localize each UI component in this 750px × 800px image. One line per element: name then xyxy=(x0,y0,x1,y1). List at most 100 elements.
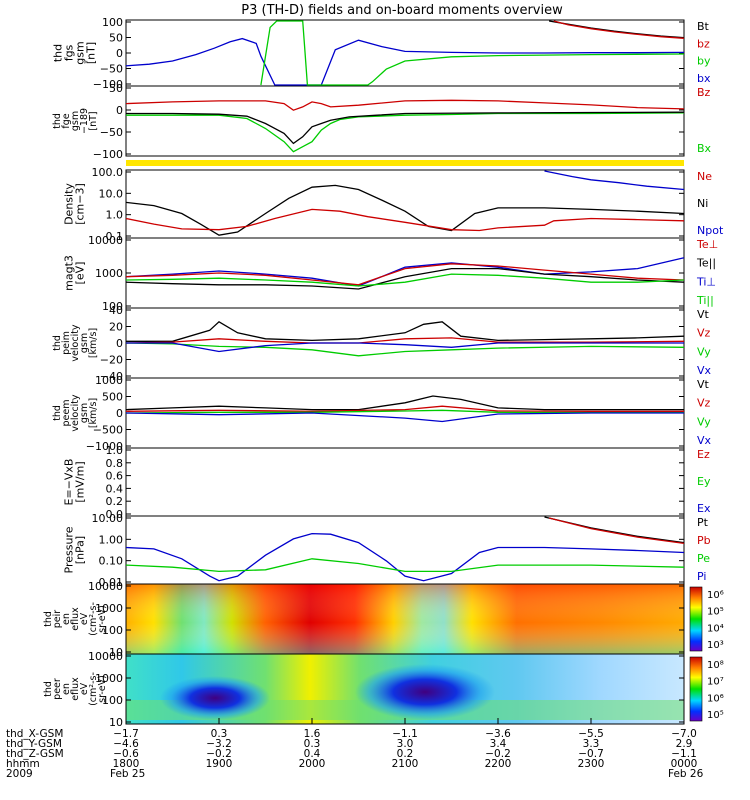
peem-ytick-label: 500 xyxy=(102,391,123,404)
xaxis-value-c0-r2: −0.6 xyxy=(113,748,139,760)
xaxis-value-c1-r0: 0.3 xyxy=(211,728,228,740)
peem-legend-2: Vy xyxy=(697,415,711,428)
peir-ylabel-line: peir xyxy=(52,610,63,629)
xaxis-value-c1-r3: 1900 xyxy=(206,758,233,770)
density-ytick-label: 0.1 xyxy=(106,230,124,243)
xaxis-value-c2-r0: 1.6 xyxy=(304,728,321,740)
xaxis-value-c2-r1: 0.3 xyxy=(304,738,321,750)
colorbar-peir xyxy=(689,586,703,652)
peim-ylabel-line: [km/s] xyxy=(88,328,99,358)
peim-ylabel-line: peim xyxy=(61,331,72,355)
fge-legend-0: Bz xyxy=(697,86,711,99)
efield-ytick-label: 0.0 xyxy=(106,508,124,521)
peem-ytick-label: −500 xyxy=(93,424,123,437)
peer-ytick-label: 100 xyxy=(102,694,123,707)
xaxis-value-c6-r0: −7.0 xyxy=(671,728,697,740)
peem-ylabel-line: peem xyxy=(61,400,72,427)
pressure-legend-3: Pi xyxy=(697,570,706,583)
peir-ylabel-line: (cm²-s- xyxy=(88,602,99,636)
xaxis-row-label-3: hhmm xyxy=(6,758,40,770)
fgs-ytick-label: −100 xyxy=(93,78,123,91)
quality-bar xyxy=(126,160,684,166)
pressure-series-3 xyxy=(548,517,685,545)
density-ytick-label: 1.0 xyxy=(106,209,124,222)
peer-spectrogram xyxy=(125,653,685,725)
peem-ylabel-line: gsm xyxy=(79,403,90,423)
peir-spectrogram-energy-shade xyxy=(126,584,684,654)
peem-ylabel-line: [km/s] xyxy=(88,398,99,428)
temperature-ylabel-line: [eV] xyxy=(74,262,87,285)
xaxis-row-label-0: thd_X-GSM xyxy=(6,728,63,740)
efield-ylabel-line: E=−VxB xyxy=(63,459,76,506)
fgs-legend-1: bz xyxy=(697,37,710,50)
xaxis-value-c3-r3: 2100 xyxy=(392,758,419,770)
peir-ylabel-line: eflux xyxy=(70,607,81,631)
fgs-series-0 xyxy=(125,37,685,86)
xaxis-value-c4-r3: 2200 xyxy=(485,758,512,770)
peim-series-0 xyxy=(126,320,685,342)
xaxis-row-label-2: thd_Z-GSM xyxy=(6,748,64,760)
xaxis-row-label-4: 2009 xyxy=(6,768,33,780)
efield-ytick-label: 0.2 xyxy=(106,495,124,508)
xaxis-value-c1-r2: −0.2 xyxy=(206,748,232,760)
pressure-ylabel-line: Pressure xyxy=(63,526,76,573)
xaxis-value-c6-r1: 2.9 xyxy=(676,738,693,750)
peer-ylabel-line: (cm²-s- xyxy=(88,672,99,706)
density-ylabel-line: Density xyxy=(63,183,76,225)
fgs-series-2 xyxy=(548,20,685,39)
density-ytick-label: 10.0 xyxy=(99,187,124,200)
pressure-ytick-label: 1.00 xyxy=(99,533,124,546)
peim-legend-0: Vt xyxy=(697,308,710,321)
efield-legend-2: Ex xyxy=(697,502,711,515)
peer-blob-2 xyxy=(355,664,495,720)
peem-series-1 xyxy=(125,405,684,412)
peir-spectrogram xyxy=(125,583,685,655)
peir-ylabel-line: eV xyxy=(79,612,90,625)
xaxis-value-c0-r1: −4.6 xyxy=(113,738,139,750)
fge-ytick-label: −50 xyxy=(100,126,123,139)
peer-ytick-label: 10 xyxy=(109,716,123,729)
density-legend-0: Ne xyxy=(697,170,712,183)
peim-legend-2: Vy xyxy=(697,345,711,358)
temperature-series-1 xyxy=(125,263,685,286)
pressure-ytick-label: 10.00 xyxy=(92,512,124,525)
xaxis-value-c4-r0: −3.6 xyxy=(485,728,511,740)
density-legend-2: Npot xyxy=(697,224,724,237)
fgs-series-3 xyxy=(553,20,685,39)
peim-series-3 xyxy=(126,342,684,353)
fge-ytick-label: 0 xyxy=(116,104,123,117)
peer-colorbar-tick: 10⁸ xyxy=(707,660,724,671)
fge-ylabel-line: gsm xyxy=(70,111,81,131)
peim-ytick-label: 20 xyxy=(109,321,123,334)
fge-ylabel-line: fge xyxy=(61,113,72,128)
peem-ytick-label: 1000 xyxy=(95,374,123,387)
temperature-series-0 xyxy=(125,257,685,287)
efield-ytick-label: 0.6 xyxy=(106,470,124,483)
peer-ylabel-line: sr-eV) xyxy=(97,675,108,703)
peem-ytick-label: −1000 xyxy=(86,440,123,453)
temperature-legend-0: Te⊥ xyxy=(696,238,718,251)
peer-ylabel-line: eV xyxy=(79,682,90,695)
peem-legend-3: Vx xyxy=(697,434,712,447)
peer-ylabel-line: peer xyxy=(52,678,63,700)
xaxis-value-c6-r3: 0000 xyxy=(671,758,698,770)
peer-ytick-label: 1000 xyxy=(95,672,123,685)
pressure-legend-2: Pe xyxy=(697,552,710,565)
peer-colorbar-tick: 10⁶ xyxy=(707,693,724,704)
peim-ytick-label: −20 xyxy=(100,354,123,367)
peir-ytick-label: 100 xyxy=(102,624,123,637)
fgs-ylabel-line: thd xyxy=(52,44,65,62)
density-legend-1: Ni xyxy=(697,197,708,210)
temperature-ylabel-line: magt3 xyxy=(63,255,76,291)
xaxis-value-c5-r1: 3.3 xyxy=(583,738,600,750)
panel-efield-frame xyxy=(125,447,685,517)
fge-ytick-label: −100 xyxy=(93,148,123,161)
pressure-legend-0: Pt xyxy=(697,516,709,529)
xaxis-value-c2-r2: 0.4 xyxy=(304,748,321,760)
xaxis-value-c1-r1: −3.2 xyxy=(206,738,232,750)
efield-ytick-label: 0.8 xyxy=(106,457,124,470)
fgs-legend-0: Bt xyxy=(697,20,710,33)
fge-series-0 xyxy=(125,99,685,111)
peim-legend-1: Vz xyxy=(697,327,711,340)
peem-series-3 xyxy=(125,412,684,423)
